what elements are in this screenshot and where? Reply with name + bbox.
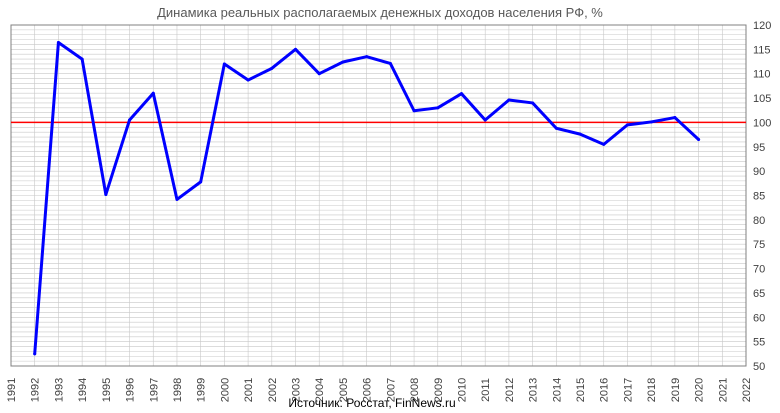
y-tick-label: 55 <box>753 337 765 349</box>
x-tick-label: 2020 <box>694 378 706 402</box>
x-tick-label: 2004 <box>314 378 326 402</box>
data-point <box>673 116 677 120</box>
x-tick-label: 1996 <box>125 378 137 402</box>
y-tick-label: 115 <box>753 44 771 56</box>
data-point <box>459 92 463 96</box>
y-axis-ticks: 50 55 60 65 70 75 80 85 90 95 100 105 110 115 120 <box>753 20 771 373</box>
x-tick-label: 2010 <box>456 378 468 402</box>
x-tick-label: 2022 <box>741 378 753 402</box>
data-point <box>317 72 321 76</box>
data-point <box>56 41 60 45</box>
data-point <box>602 142 606 146</box>
data-point <box>270 66 274 70</box>
data-point <box>151 91 155 95</box>
data-point <box>412 109 416 113</box>
data-point <box>128 118 132 122</box>
x-tick-label: 2008 <box>409 378 421 402</box>
data-point <box>341 60 345 64</box>
x-tick-label: 1992 <box>30 378 42 402</box>
x-tick-label: 2021 <box>717 378 729 402</box>
x-tick-label: 2001 <box>243 378 255 402</box>
data-point <box>199 180 203 184</box>
data-point <box>294 47 298 51</box>
x-tick-label: 2014 <box>551 378 563 402</box>
x-tick-label: 1998 <box>172 378 184 402</box>
x-tick-label: 1995 <box>101 378 113 402</box>
x-tick-label: 2016 <box>599 378 611 402</box>
y-tick-label: 75 <box>753 239 765 251</box>
data-point <box>388 61 392 65</box>
x-tick-label: 1999 <box>196 378 208 402</box>
x-tick-label: 2006 <box>362 378 374 402</box>
x-axis-ticks: 1991 1992 1993 1994 1995 1996 1997 1998 1999 2000… <box>6 378 753 402</box>
y-tick-label: 120 <box>753 20 771 32</box>
y-tick-label: 70 <box>753 264 765 276</box>
x-tick-label: 2015 <box>575 378 587 402</box>
x-tick-label: 2012 <box>504 378 516 402</box>
x-tick-label: 2013 <box>528 378 540 402</box>
x-tick-label: 2005 <box>338 378 350 402</box>
x-tick-label: 1997 <box>148 378 160 402</box>
y-tick-label: 50 <box>753 361 765 373</box>
x-tick-label: 2002 <box>267 378 279 402</box>
data-point <box>531 101 535 105</box>
x-tick-label: 2018 <box>646 378 658 402</box>
data-point <box>507 98 511 102</box>
data-point <box>33 352 37 356</box>
data-point <box>649 120 653 124</box>
data-point <box>365 55 369 59</box>
y-tick-label: 100 <box>753 117 771 129</box>
data-point <box>104 193 108 197</box>
data-point <box>697 137 701 141</box>
x-tick-label: 1994 <box>77 378 89 402</box>
x-tick-label: 1991 <box>6 378 18 402</box>
data-point <box>436 106 440 110</box>
x-tick-label: 2017 <box>622 378 634 402</box>
x-tick-label: 2000 <box>219 378 231 402</box>
x-tick-label: 2011 <box>480 378 492 402</box>
data-point <box>80 57 84 61</box>
data-point <box>175 197 179 201</box>
plot-area-border <box>10 24 747 367</box>
x-tick-label: 1993 <box>53 378 65 402</box>
data-point <box>483 118 487 122</box>
x-tick-label: 2003 <box>291 378 303 402</box>
data-point <box>554 126 558 130</box>
y-tick-label: 95 <box>753 142 765 154</box>
data-point <box>222 62 226 66</box>
y-tick-label: 60 <box>753 312 765 324</box>
y-tick-label: 85 <box>753 191 765 203</box>
y-tick-label: 105 <box>753 93 771 105</box>
source-note: Источник: Росстат, FinNews.ru <box>288 396 455 410</box>
x-tick-label: 2009 <box>433 378 445 402</box>
x-tick-label: 2007 <box>385 378 397 402</box>
data-point <box>246 78 250 82</box>
data-point <box>625 123 629 127</box>
y-tick-label: 80 <box>753 215 765 227</box>
x-tick-label: 2019 <box>670 378 682 402</box>
data-point <box>578 132 582 136</box>
y-tick-label: 90 <box>753 166 765 178</box>
y-tick-label: 65 <box>753 288 765 300</box>
series-group <box>33 41 701 356</box>
y-tick-label: 110 <box>753 69 771 81</box>
chart-title: Динамика реальных располагаемых денежных… <box>157 5 603 20</box>
